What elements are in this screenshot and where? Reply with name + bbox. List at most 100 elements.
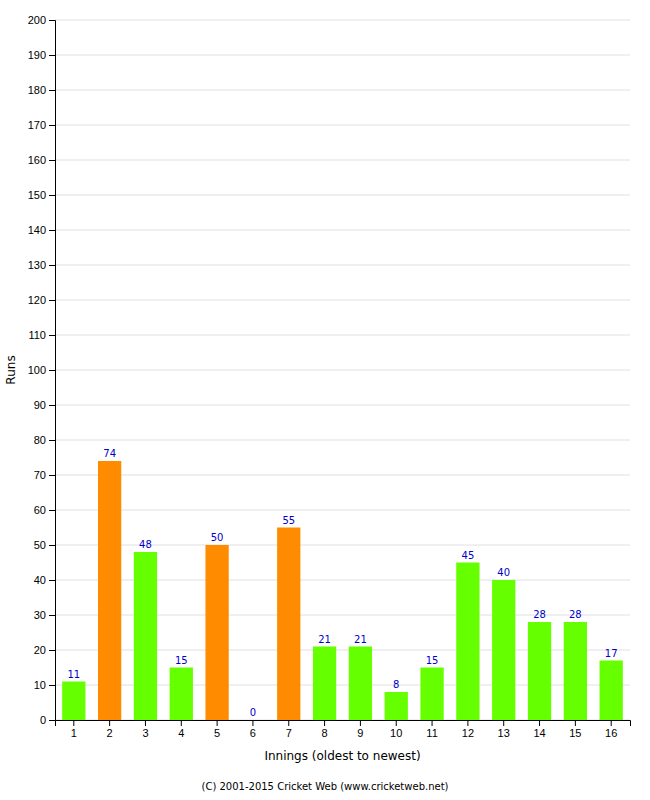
x-tick-mark: [539, 720, 540, 726]
grid-line: [55, 440, 630, 441]
y-tick-mark: [49, 90, 55, 91]
x-tick-label: 7: [286, 727, 292, 739]
grid-line: [55, 475, 630, 476]
data-label: 50: [211, 532, 224, 543]
x-tick-mark: [73, 720, 74, 726]
grid-line: [55, 125, 630, 126]
bar: [277, 528, 300, 721]
y-tick-mark: [49, 615, 55, 616]
grid-line: [55, 300, 630, 301]
x-tick: 4: [178, 720, 184, 739]
grid-line: [55, 160, 630, 161]
data-label: 28: [569, 609, 582, 620]
bar: [385, 692, 408, 720]
x-tick-mark: [360, 720, 361, 726]
y-tick: 60: [34, 504, 55, 516]
bar: [205, 545, 228, 720]
data-label: 17: [605, 648, 618, 659]
x-axis-title: Innings (oldest to newest): [264, 749, 420, 763]
y-tick: 120: [28, 294, 55, 306]
y-tick-mark: [49, 300, 55, 301]
y-tick-mark: [49, 370, 55, 371]
y-tick-label: 160: [28, 154, 46, 166]
x-tick-label: 8: [322, 727, 328, 739]
x-tick: 1: [71, 720, 77, 739]
y-tick: 200: [28, 14, 55, 26]
data-label: 15: [175, 655, 188, 666]
grid-line: [55, 55, 630, 56]
bar: [134, 552, 157, 720]
y-tick-mark: [49, 440, 55, 441]
grid-line: [55, 510, 630, 511]
y-tick: 50: [34, 539, 55, 551]
x-tick: 5: [214, 720, 220, 739]
x-tick-label: 16: [605, 727, 617, 739]
data-label: 21: [318, 634, 331, 645]
y-tick-mark: [49, 125, 55, 126]
x-tick: 14: [533, 720, 545, 739]
grid-line: [55, 230, 630, 231]
x-tick-label: 4: [178, 727, 184, 739]
y-tick-label: 70: [34, 469, 46, 481]
y-tick: 180: [28, 84, 55, 96]
x-tick-label: 13: [498, 727, 510, 739]
y-tick: 70: [34, 469, 55, 481]
y-tick: 110: [28, 329, 55, 341]
grid-line: [55, 20, 630, 21]
x-tick: 3: [142, 720, 148, 739]
data-label: 55: [282, 515, 295, 526]
data-label: 15: [426, 655, 439, 666]
y-axis-line: [49, 21, 56, 721]
y-tick-label: 170: [28, 119, 46, 131]
x-tick: 6: [250, 720, 256, 739]
x-tick-label: 5: [214, 727, 220, 739]
y-tick-mark: [49, 265, 55, 266]
y-tick: 150: [28, 189, 55, 201]
y-tick: 10: [34, 679, 55, 691]
data-label: 21: [354, 634, 367, 645]
y-tick-mark: [49, 720, 55, 721]
y-tick: 190: [28, 49, 55, 61]
y-axis: 0102030405060708090100110120130140150160…: [28, 14, 56, 726]
grid-line: [55, 90, 630, 91]
y-axis-title: Runs: [4, 355, 18, 384]
x-tick-label: 2: [107, 727, 113, 739]
x-tick-mark: [432, 720, 433, 726]
y-tick-label: 110: [28, 329, 46, 341]
grid-line: [55, 370, 630, 371]
plot: 1234567891011121314151601020304050607080…: [28, 14, 631, 739]
y-tick-label: 40: [34, 574, 46, 586]
bar: [564, 622, 587, 720]
footer: (C) 2001-2015 Cricket Web (www.cricketwe…: [202, 781, 449, 792]
y-tick-mark: [49, 160, 55, 161]
y-tick-label: 60: [34, 504, 46, 516]
y-tick-label: 140: [28, 224, 46, 236]
data-label: 8: [393, 679, 399, 690]
bar: [528, 622, 551, 720]
data-label: 48: [139, 539, 152, 550]
x-tick-mark: [217, 720, 218, 726]
x-tick: 10: [390, 720, 402, 739]
x-tick-mark: [181, 720, 182, 726]
bar: [62, 682, 85, 721]
grid-line: [55, 195, 630, 196]
y-tick-mark: [49, 230, 55, 231]
data-label: 74: [103, 448, 116, 459]
data-label: 11: [67, 669, 80, 680]
y-tick-label: 120: [28, 294, 46, 306]
data-labels: 117448155005521218154540282817: [67, 448, 617, 718]
data-label: 45: [462, 550, 475, 561]
y-tick-label: 10: [34, 679, 46, 691]
data-label: 0: [250, 707, 256, 718]
y-tick: 170: [28, 119, 55, 131]
x-tick-label: 1: [71, 727, 77, 739]
x-tick-mark: [611, 720, 612, 726]
x-tick: 16: [605, 720, 617, 739]
y-tick-label: 90: [34, 399, 46, 411]
y-tick-mark: [49, 650, 55, 651]
x-tick-mark: [467, 720, 468, 726]
bar: [492, 580, 515, 720]
bar: [420, 668, 443, 721]
y-tick-mark: [49, 335, 55, 336]
y-tick: 30: [34, 609, 55, 621]
